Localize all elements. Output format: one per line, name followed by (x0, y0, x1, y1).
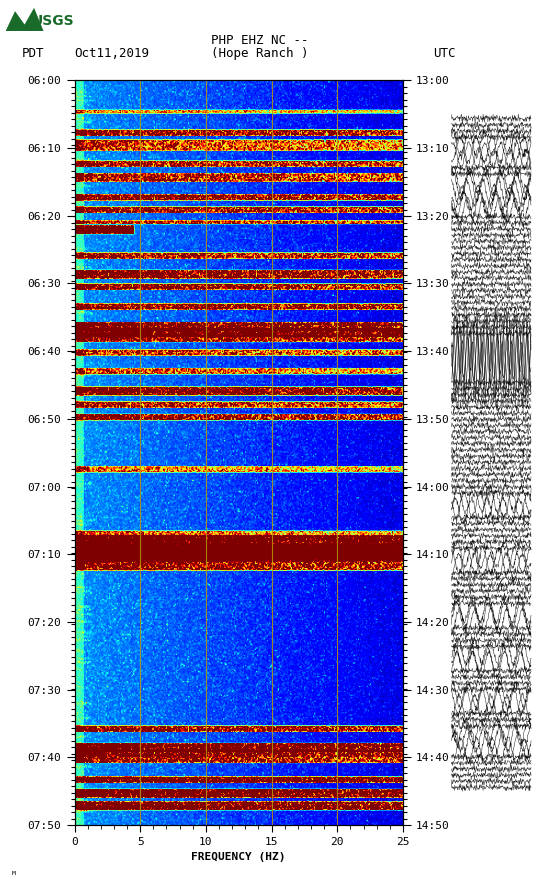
Text: Oct11,2019: Oct11,2019 (75, 47, 150, 60)
Text: USGS: USGS (32, 14, 75, 29)
Text: ᴹ: ᴹ (11, 871, 17, 881)
Text: UTC: UTC (433, 47, 456, 60)
Text: PHP EHZ NC --: PHP EHZ NC -- (211, 34, 308, 46)
Polygon shape (6, 8, 44, 31)
X-axis label: FREQUENCY (HZ): FREQUENCY (HZ) (192, 853, 286, 863)
Text: (Hope Ranch ): (Hope Ranch ) (211, 47, 308, 60)
Text: PDT: PDT (22, 47, 45, 60)
